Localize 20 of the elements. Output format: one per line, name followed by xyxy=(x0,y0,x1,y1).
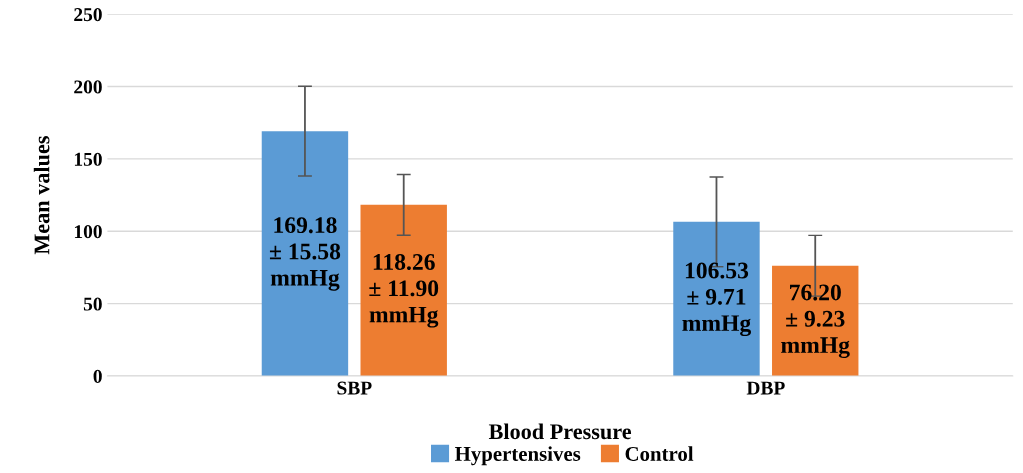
data-label: 76.20 ± 9.23 mmHg xyxy=(781,284,850,359)
bar xyxy=(772,265,859,377)
bar xyxy=(360,204,447,377)
y-tick-label: 250 xyxy=(74,8,102,22)
data-label: 169.18 ± 15.58 mmHg xyxy=(269,217,341,291)
y-axis-title: Mean values xyxy=(33,136,50,255)
y-tick-label: 100 xyxy=(74,225,102,239)
bar xyxy=(673,221,760,377)
y-tick-label: 200 xyxy=(74,80,102,94)
legend-label: Hypertensives xyxy=(454,446,581,466)
y-tick-label: 150 xyxy=(74,152,102,166)
legend-label: Control xyxy=(625,446,694,461)
data-label: 106.53 ± 9.71 mmHg xyxy=(682,262,751,337)
x-axis-title: Blood Pressure xyxy=(488,423,632,440)
x-tick-label: DBP xyxy=(746,381,785,395)
data-label: 118.26 ± 11.90 mmHg xyxy=(369,254,439,328)
y-tick-label: 0 xyxy=(93,369,102,383)
y-tick-label: 50 xyxy=(83,297,102,311)
x-tick-label: SBP xyxy=(337,381,372,395)
bar xyxy=(261,131,349,377)
